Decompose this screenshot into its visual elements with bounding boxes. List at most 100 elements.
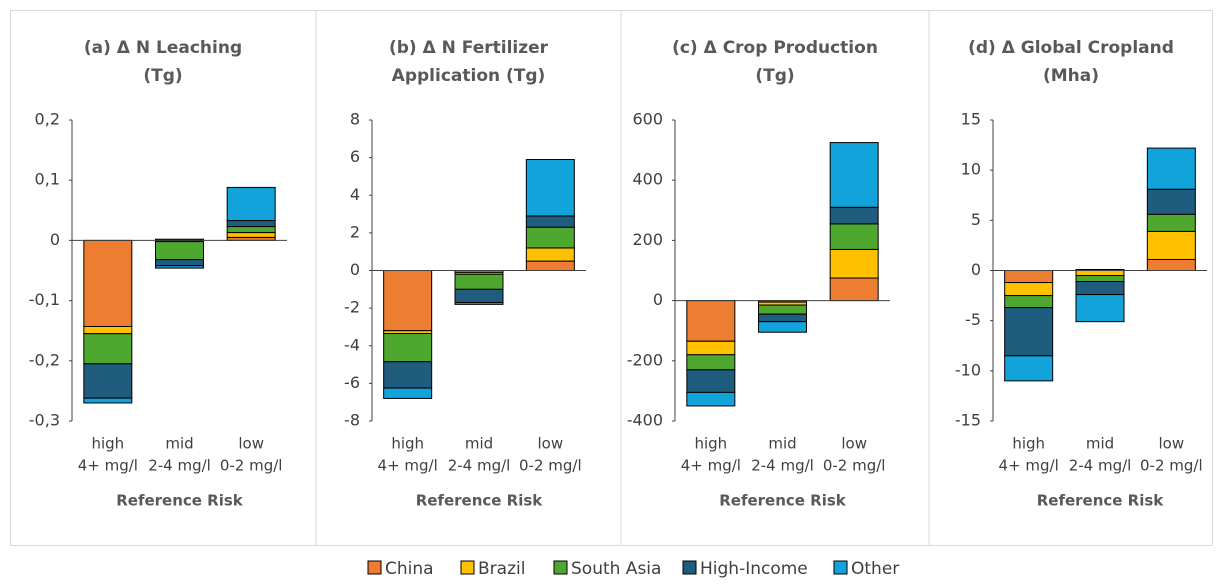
- x-tick-label: mid: [165, 435, 193, 453]
- bar-segment: [686, 391, 736, 407]
- x-axis-title: Reference Risk: [116, 492, 244, 510]
- bar-segment: [454, 288, 504, 303]
- bar-segment: [383, 333, 433, 363]
- y-tick-label: -5: [965, 310, 981, 329]
- x-tick-sublabel: 2-4 mg/l: [148, 457, 211, 475]
- legend-swatch: [682, 560, 697, 575]
- legend-swatch: [460, 560, 475, 575]
- x-tick-sublabel: 0-2 mg/l: [519, 457, 582, 475]
- bar-segment: [829, 223, 879, 250]
- y-tick-label: 4: [350, 185, 360, 204]
- chart-title: (a) Δ N Leaching: [84, 38, 242, 58]
- x-tick-sublabel: 4+ mg/l: [999, 457, 1059, 475]
- bar-segment: [1004, 270, 1054, 284]
- chart-title: (c) Δ Crop Production: [672, 38, 878, 58]
- y-tick-label: -6: [344, 373, 360, 392]
- y-tick-label: 8: [350, 110, 360, 129]
- legend-swatch: [553, 560, 568, 575]
- bar-segment: [1004, 282, 1054, 297]
- y-tick-label: -0,2: [29, 350, 60, 369]
- y-tick-label: 600: [632, 110, 663, 129]
- bar-segment: [829, 142, 879, 208]
- y-tick-label: 10: [961, 160, 981, 179]
- bar-segment: [383, 387, 433, 399]
- bar-segment: [1146, 188, 1196, 215]
- x-tick-sublabel: 2-4 mg/l: [448, 457, 511, 475]
- x-tick-label: high: [1012, 435, 1045, 453]
- bar-segment: [1146, 147, 1196, 190]
- chart-title: Application (Tg): [392, 66, 546, 86]
- chart-title: (b) Δ N Fertilizer: [389, 38, 549, 58]
- bar-segment: [525, 215, 575, 228]
- y-tick-label: -4: [344, 335, 360, 354]
- legend-swatch: [833, 560, 848, 575]
- y-tick-label: 0: [50, 230, 60, 249]
- chart-title: (Tg): [143, 66, 182, 86]
- bar-segment: [83, 325, 133, 335]
- y-tick-label: 0: [971, 260, 981, 279]
- x-tick-sublabel: 2-4 mg/l: [1069, 457, 1132, 475]
- bar-segment: [829, 248, 879, 279]
- chart-title: (d) Δ Global Cropland: [968, 38, 1174, 58]
- bar-segment: [525, 159, 575, 217]
- y-tick-label: 0,1: [35, 170, 60, 189]
- chart-title: (Mha): [1043, 66, 1099, 86]
- bar-segment: [1146, 258, 1196, 272]
- x-tick-sublabel: 0-2 mg/l: [1140, 457, 1203, 475]
- y-tick-label: -400: [627, 411, 663, 430]
- bar-segment: [758, 313, 807, 323]
- x-tick-label: low: [1159, 435, 1185, 453]
- x-tick-label: low: [841, 435, 867, 453]
- x-tick-label: high: [694, 435, 727, 453]
- bar-segment: [155, 259, 204, 267]
- bar-segment: [226, 232, 276, 238]
- bar-segment: [226, 220, 276, 228]
- x-axis-title: Reference Risk: [719, 492, 847, 510]
- y-tick-label: 0: [350, 260, 360, 279]
- bar-segment: [1004, 355, 1054, 382]
- bar-segment: [1075, 270, 1125, 277]
- y-tick-label: 15: [961, 110, 981, 129]
- bar-segment: [383, 270, 433, 332]
- bar-segment: [829, 206, 879, 225]
- legend-label: Other: [851, 559, 899, 579]
- y-tick-label: 0: [653, 290, 663, 309]
- y-tick-label: 400: [632, 170, 663, 189]
- x-tick-label: low: [538, 435, 564, 453]
- y-tick-label: 5: [971, 210, 981, 229]
- bar-segment: [454, 301, 504, 305]
- x-axis-title: Reference Risk: [1037, 492, 1165, 510]
- bar-segment: [1004, 307, 1054, 357]
- bar-segment: [226, 186, 276, 222]
- x-tick-sublabel: 0-2 mg/l: [823, 457, 886, 475]
- x-tick-label: low: [238, 435, 264, 453]
- bar-segment: [1075, 294, 1125, 323]
- x-axis-title: Reference Risk: [416, 492, 544, 510]
- legend-label: South Asia: [571, 559, 661, 579]
- bar-segment: [1146, 230, 1196, 260]
- bar-segment: [155, 265, 204, 269]
- bar-segment: [454, 273, 504, 290]
- x-tick-sublabel: 4+ mg/l: [78, 457, 138, 475]
- bar-segment: [83, 239, 133, 327]
- x-tick-label: mid: [768, 435, 796, 453]
- y-tick-label: -0,3: [29, 411, 60, 430]
- bar-segment: [83, 397, 133, 404]
- bar-segment: [758, 304, 807, 315]
- y-tick-label: 200: [632, 230, 663, 249]
- x-tick-sublabel: 4+ mg/l: [378, 457, 438, 475]
- legend-swatch: [367, 560, 382, 575]
- bar-segment: [383, 361, 433, 389]
- bar-segment: [525, 247, 575, 262]
- frame: [10, 10, 1213, 546]
- y-tick-label: 6: [350, 147, 360, 166]
- bar-segment: [1004, 295, 1054, 309]
- y-tick-label: 2: [350, 222, 360, 241]
- chart-title: (Tg): [755, 66, 794, 86]
- bar-segment: [829, 277, 879, 302]
- y-tick-label: 0,2: [35, 110, 60, 129]
- bar-segment: [83, 363, 133, 399]
- x-tick-label: mid: [1086, 435, 1114, 453]
- x-tick-sublabel: 4+ mg/l: [681, 457, 741, 475]
